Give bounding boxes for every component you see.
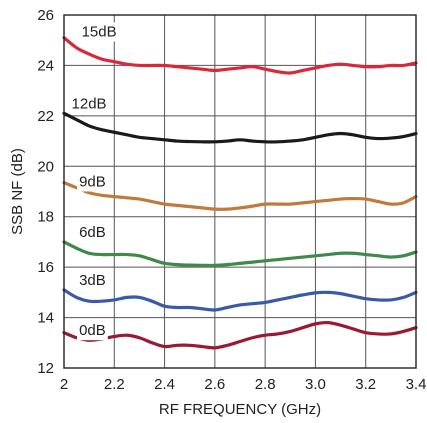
- series-label-background: [79, 22, 119, 42]
- series-line-12db: [62, 111, 418, 144]
- series-label-9db: 9dB: [79, 173, 106, 190]
- y-tick-label: 26: [37, 7, 54, 24]
- plot-frame: [63, 14, 417, 369]
- series-label-background: [77, 172, 108, 192]
- series-line-9db: [62, 181, 418, 211]
- y-tick-label: 14: [37, 310, 54, 327]
- series-line-0db: [62, 320, 418, 350]
- x-tick-label: 2.4: [154, 376, 175, 393]
- series-labels: 15dB 12dB 9dB 6dB 3dB 0dB: [69, 22, 119, 341]
- y-tick-label: 16: [37, 259, 54, 276]
- x-tick-label: 2.8: [255, 376, 276, 393]
- series-label-3db: 3dB: [79, 272, 106, 289]
- series-label-background: [69, 94, 109, 114]
- y-tick-label: 12: [37, 360, 54, 377]
- y-tick-label: 20: [37, 158, 54, 175]
- series-line-3db: [62, 288, 418, 312]
- series-label-background: [77, 222, 108, 242]
- tick-labels: 2 2.2 2.4 2.6 2.8 3.0 3.2 3.4 12 14 16 18 20 22 24 26: [37, 7, 426, 393]
- y-axis-label: SSB NF (dB): [9, 148, 26, 235]
- x-tick-label: 2.6: [204, 376, 225, 393]
- y-tick-label: 22: [37, 108, 54, 125]
- y-tick-label: 24: [37, 57, 54, 74]
- x-tick-label: 3.4: [406, 376, 427, 393]
- series-line-15db: [62, 36, 418, 75]
- series-label-0db: 0dB: [79, 322, 106, 339]
- grid: [64, 15, 416, 368]
- series-label-6db: 6dB: [79, 224, 106, 241]
- y-tick-label: 18: [37, 209, 54, 226]
- x-tick-label: 2.2: [104, 376, 125, 393]
- series-lines: [62, 36, 418, 350]
- series-line-6db: [62, 240, 418, 268]
- series-label-background: [77, 321, 108, 341]
- series-label-12db: 12dB: [72, 95, 107, 112]
- x-tick-label: 2: [60, 376, 68, 393]
- x-axis-label: RF FREQUENCY (GHz): [159, 401, 321, 418]
- x-tick-label: 3.2: [355, 376, 376, 393]
- x-tick-label: 3.0: [305, 376, 326, 393]
- series-label-background: [77, 270, 108, 290]
- series-label-15db: 15dB: [82, 23, 117, 40]
